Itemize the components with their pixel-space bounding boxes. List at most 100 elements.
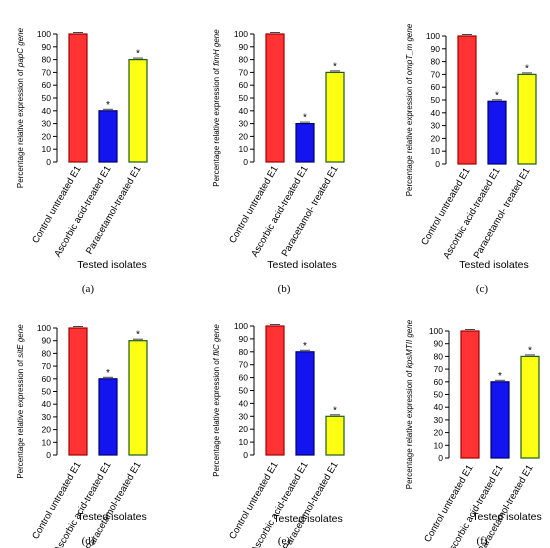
y-tick-label: 70 [42,361,52,371]
y-axis-title: Percentage relative expression of ompT_m… [405,23,414,196]
category-label: Ascorbic acid-treated E1 [441,166,502,261]
panel-label: (b) [278,283,291,295]
y-axis-title: Percentage relative expression of papC g… [16,27,25,188]
y-tick-label: 20 [42,131,52,141]
y-tick-label: 10 [434,440,444,450]
significance-mark: * [528,345,532,356]
y-tick-label: 60 [239,80,249,90]
y-tick-label: 10 [431,146,441,156]
bar-3 [128,340,148,456]
y-tick-label: 20 [239,424,249,434]
y-tick-label: 0 [438,453,443,463]
bar-3 [325,71,345,163]
bar-1 [460,330,480,459]
significance-mark: * [495,90,499,101]
y-tick-label: 0 [435,159,440,169]
significance-mark: * [303,341,307,352]
category-label: Ascorbic acid-treated E1 [249,164,310,259]
bar-3 [520,355,540,459]
y-tick-label: 60 [42,80,52,90]
panel-label: (c) [476,283,489,295]
bar-1 [68,33,88,163]
x-axis-title: Tested isolates [459,259,528,271]
bar-2 [295,351,315,456]
bar-1 [457,35,477,165]
significance-mark: * [106,100,110,111]
y-axis-title: Percentage relative expression of fimH g… [212,29,221,187]
y-tick-label: 0 [243,450,248,460]
y-tick-label: 80 [239,55,249,65]
y-tick-label: 50 [434,390,444,400]
category-label: Paracetamol- treated E1 [472,166,533,261]
y-tick-label: 80 [431,57,441,67]
significance-mark: * [303,113,307,124]
y-tick-label: 100 [429,326,443,336]
chart-panel-e: 0 10 20 30 40 50 60 70 80 90 100 Percentage relativ… [212,321,345,548]
y-tick-label: 70 [434,364,444,374]
y-tick-label: 30 [239,411,249,421]
y-tick-label: 70 [239,67,249,77]
y-tick-label: 30 [239,119,249,129]
y-tick-label: 50 [431,95,441,105]
y-tick-label: 30 [42,119,52,129]
y-tick-label: 0 [46,157,51,167]
x-axis-title: Tested isolates [267,259,336,271]
panel-label: (f) [477,535,488,547]
y-axis-title: Percentage relative expression of kpsMTI… [405,319,414,489]
y-tick-label: 40 [434,402,444,412]
y-tick-label: 20 [434,428,444,438]
x-axis-title: Tested isolates [472,511,541,523]
chart-panel-b: 0 10 20 30 40 50 60 70 80 90 100 Percentage relativ… [212,29,345,295]
bar-3 [325,415,345,456]
y-tick-label: 10 [42,437,52,447]
y-tick-label: 50 [42,93,52,103]
panel-label: (a) [82,283,95,295]
y-tick-label: 20 [42,425,52,435]
y-tick-label: 60 [42,374,52,384]
category-label: Paracetamol-treated E1 [84,164,144,256]
y-tick-label: 60 [239,373,249,383]
category-label: Paracetamol- treated E1 [280,164,341,259]
y-axis-title: Percentage relative expression of fliC g… [212,324,221,477]
y-tick-label: 40 [42,399,52,409]
y-tick-label: 80 [434,351,444,361]
y-tick-label: 10 [239,144,249,154]
y-tick-label: 80 [42,55,52,65]
chart-panel-c: 0 10 20 30 40 50 60 70 80 90 100 Percentage relativ… [405,23,537,295]
y-tick-label: 20 [431,133,441,143]
y-tick-label: 90 [431,44,441,54]
panel-label: (d) [82,535,95,547]
bar-2 [487,100,507,165]
y-tick-label: 60 [434,377,444,387]
bar-2 [98,378,118,456]
bar-3 [517,73,537,165]
y-tick-label: 100 [234,321,248,331]
y-tick-label: 40 [431,108,441,118]
y-tick-label: 50 [239,93,249,103]
bar-1 [68,327,88,456]
x-axis-title: Tested isolates [77,259,146,271]
y-tick-label: 90 [239,334,249,344]
significance-mark: * [136,49,140,60]
bar-2 [98,110,118,163]
chart-panel-a: 0 10 20 30 40 50 60 70 80 90 100 Percentage relativ… [16,27,148,295]
bar-1 [265,325,285,456]
y-tick-label: 100 [37,29,51,39]
y-tick-label: 30 [434,415,444,425]
panel-label: (e) [278,535,291,547]
bar-2 [490,381,510,459]
y-tick-label: 70 [239,360,249,370]
y-tick-label: 100 [234,29,248,39]
y-tick-label: 30 [42,412,52,422]
x-axis-title: Tested isolates [77,511,146,523]
significance-mark: * [525,63,529,74]
y-tick-label: 100 [37,323,51,333]
significance-mark: * [498,371,502,382]
y-tick-label: 20 [239,131,249,141]
y-tick-label: 90 [239,42,249,52]
y-tick-label: 40 [239,398,249,408]
bar-2 [295,122,315,163]
chart-panel-f: 0 10 20 30 40 50 60 70 80 90 100 Percentage relativ… [405,319,542,548]
significance-mark: * [136,330,140,341]
